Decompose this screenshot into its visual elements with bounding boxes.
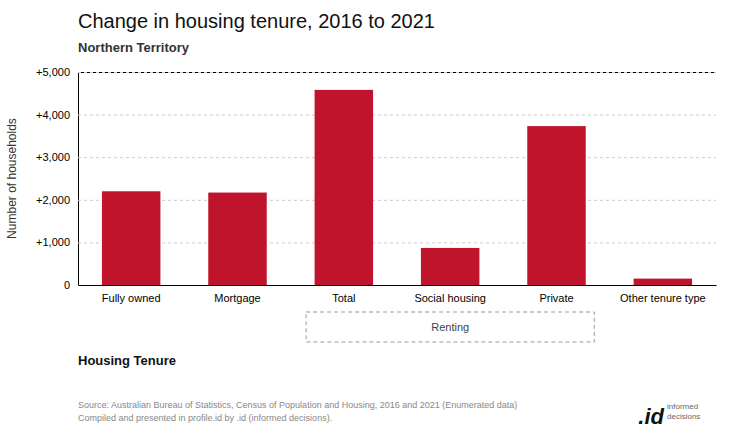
y-tick: +3,000 [36,151,716,163]
y-tick-label: 0 [64,279,70,291]
source: Source: Australian Bureau of Statistics,… [78,400,517,423]
bar [421,248,479,285]
logo-text: informeddecisions [667,402,700,421]
x-tick-label: Private [539,292,573,304]
x-axis: Fully owned Mortgage Total Social housing Pr… [79,285,717,304]
annotation-box [306,312,594,342]
y-axis-line [79,73,717,286]
bar [634,279,692,285]
title: Change in housing tenure, 2016 to 2021 [78,10,435,32]
bar [527,126,585,285]
bars [102,90,692,285]
x-tick-label: Total [332,292,355,304]
logo: .id [638,404,664,429]
y-tick: 0 [64,279,716,291]
y-tick-label: +5,000 [36,66,70,78]
grid-line [78,115,716,116]
grid-line [78,200,716,201]
bar [102,191,160,285]
grid-line [78,242,716,243]
annotation: Renting [431,321,469,333]
x-tick-label: Other tenure type [620,292,706,304]
y-axis: 0 +1,000 +2,000 +3,000 +4,000 +5,000 [36,66,716,291]
x-tick: Fully owned [102,285,161,304]
y-axis-title: Number of households [5,118,19,239]
x-tick: Total [332,285,355,304]
bar [208,193,266,285]
grid-line [78,72,716,73]
grid-line [78,285,716,286]
x-tick: Private [539,285,573,304]
x-tick-label: Social housing [414,292,486,304]
x-tick: Other tenure type [620,285,706,304]
x-tick-label: Fully owned [102,292,161,304]
x-axis-title: Housing Tenure [78,353,176,368]
y-tick: +5,000 [36,66,716,78]
y-tick-label: +1,000 [36,236,70,248]
subtitle: Northern Territory [78,40,190,55]
y-tick-label: +3,000 [36,151,70,163]
x-axis-line [79,285,717,286]
chart: Change in housing tenure, 2016 to 2021 No… [0,0,740,440]
bar [315,90,373,285]
y-tick: +4,000 [36,109,716,121]
x-tick-label: Mortgage [214,292,260,304]
x-tick: Mortgage [214,285,260,304]
plot: 0 +1,000 +2,000 +3,000 +4,000 +5,000 Fully own… [5,66,717,342]
x-tick: Social housing [414,285,486,304]
y-tick-label: +4,000 [36,109,70,121]
grid-line [78,157,716,158]
y-tick-label: +2,000 [36,194,70,206]
